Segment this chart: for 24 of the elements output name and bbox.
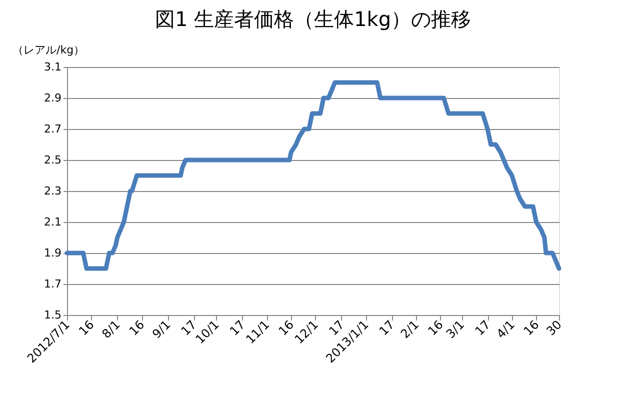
x-tick-label: 17: [376, 318, 398, 338]
y-tick-label: 2.7: [44, 122, 62, 136]
x-tick-label: 30: [544, 318, 564, 338]
x-tick-label: 2/1: [398, 318, 422, 342]
x-tick-label: 16: [521, 318, 542, 338]
x-tick-label: 16: [76, 318, 97, 338]
x-tick-label: 4/1: [494, 318, 518, 342]
line-series: [64, 80, 562, 271]
y-tick-label: 3.1: [44, 60, 62, 74]
y-tick-label: 2.3: [44, 184, 62, 198]
x-tick-label: 17: [472, 318, 494, 338]
y-tick-label: 2.1: [44, 216, 62, 228]
y-tick-label: 1.5: [44, 308, 62, 322]
y-axis-title: （レアル/kg）: [12, 44, 85, 56]
chart-title: 図1 生産者価格（生体1kg）の推移: [154, 7, 472, 31]
x-tick-label: 16: [425, 318, 446, 338]
x-tick-label: 9/1: [150, 318, 174, 342]
x-tick-label: 16: [126, 318, 148, 338]
y-tick-label: 2.9: [44, 92, 62, 104]
y-tick-label: 1.7: [44, 278, 62, 290]
x-tick-label: 8/1: [99, 318, 123, 342]
x-tick-label: 3/1: [443, 318, 468, 342]
y-tick-label: 1.9: [44, 246, 62, 260]
y-tick-label: 2.5: [44, 154, 62, 166]
